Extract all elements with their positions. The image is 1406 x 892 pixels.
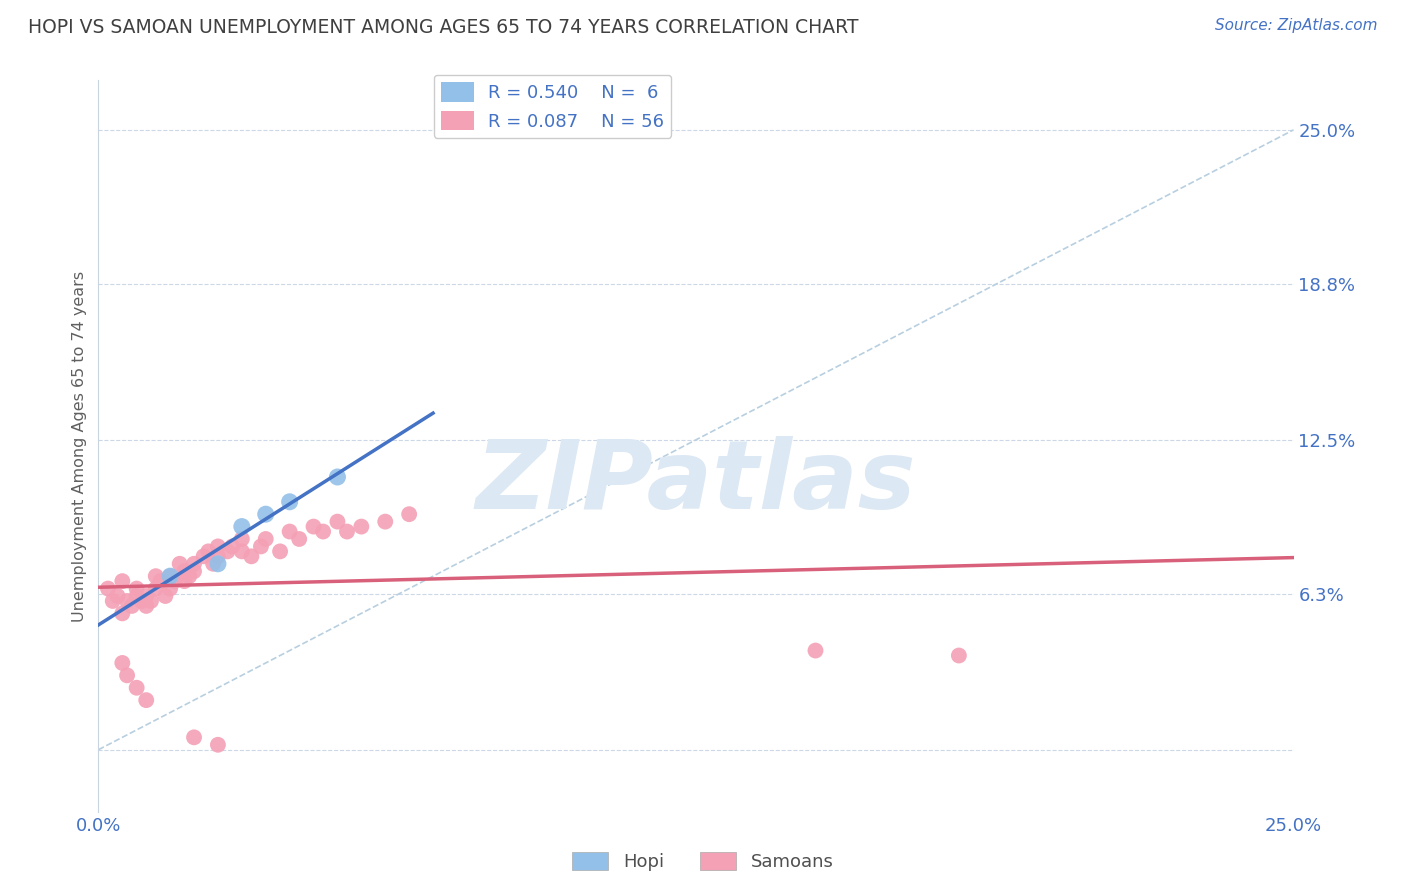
Point	[163, 574, 186, 588]
Point	[111, 607, 134, 621]
Point	[207, 738, 229, 752]
Point	[231, 519, 253, 533]
Point	[278, 524, 301, 539]
Text: Source: ZipAtlas.com: Source: ZipAtlas.com	[1215, 18, 1378, 33]
Point	[207, 549, 229, 564]
Point	[336, 524, 359, 539]
Point	[135, 693, 157, 707]
Point	[202, 557, 225, 571]
Point	[149, 574, 172, 588]
Point	[115, 594, 138, 608]
Point	[155, 589, 177, 603]
Point	[804, 643, 827, 657]
Point	[139, 594, 162, 608]
Point	[145, 569, 167, 583]
Point	[135, 589, 157, 603]
Point	[207, 540, 229, 554]
Point	[398, 507, 420, 521]
Point	[183, 564, 205, 578]
Point	[269, 544, 291, 558]
Text: ZIPatlas: ZIPatlas	[475, 436, 917, 529]
Point	[217, 544, 239, 558]
Point	[948, 648, 970, 663]
Point	[302, 519, 325, 533]
Point	[240, 549, 263, 564]
Point	[121, 599, 143, 613]
Y-axis label: Unemployment Among Ages 65 to 74 years: Unemployment Among Ages 65 to 74 years	[72, 270, 87, 622]
Text: HOPI VS SAMOAN UNEMPLOYMENT AMONG AGES 65 TO 74 YEARS CORRELATION CHART: HOPI VS SAMOAN UNEMPLOYMENT AMONG AGES 6…	[28, 18, 859, 37]
Point	[374, 515, 396, 529]
Point	[288, 532, 311, 546]
Point	[207, 557, 229, 571]
Point	[312, 524, 335, 539]
Point	[254, 507, 277, 521]
Point	[250, 540, 273, 554]
Point	[125, 681, 148, 695]
Point	[278, 495, 301, 509]
Point	[101, 594, 124, 608]
Point	[231, 544, 253, 558]
Point	[350, 519, 373, 533]
Point	[159, 582, 181, 596]
Point	[169, 557, 191, 571]
Point	[173, 574, 195, 588]
Legend: Hopi, Samoans: Hopi, Samoans	[565, 845, 841, 879]
Point	[107, 589, 129, 603]
Point	[231, 532, 253, 546]
Point	[326, 470, 349, 484]
Point	[125, 582, 148, 596]
Legend: R = 0.540    N =  6, R = 0.087    N = 56: R = 0.540 N = 6, R = 0.087 N = 56	[434, 75, 671, 138]
Point	[125, 589, 148, 603]
Point	[115, 668, 138, 682]
Point	[193, 549, 215, 564]
Point	[173, 564, 195, 578]
Point	[145, 582, 167, 596]
Point	[111, 574, 134, 588]
Point	[135, 599, 157, 613]
Point	[131, 594, 153, 608]
Point	[97, 582, 120, 596]
Point	[159, 569, 181, 583]
Point	[197, 544, 219, 558]
Point	[183, 731, 205, 745]
Point	[111, 656, 134, 670]
Point	[221, 540, 243, 554]
Point	[254, 532, 277, 546]
Point	[326, 515, 349, 529]
Point	[159, 569, 181, 583]
Point	[179, 569, 201, 583]
Point	[183, 557, 205, 571]
